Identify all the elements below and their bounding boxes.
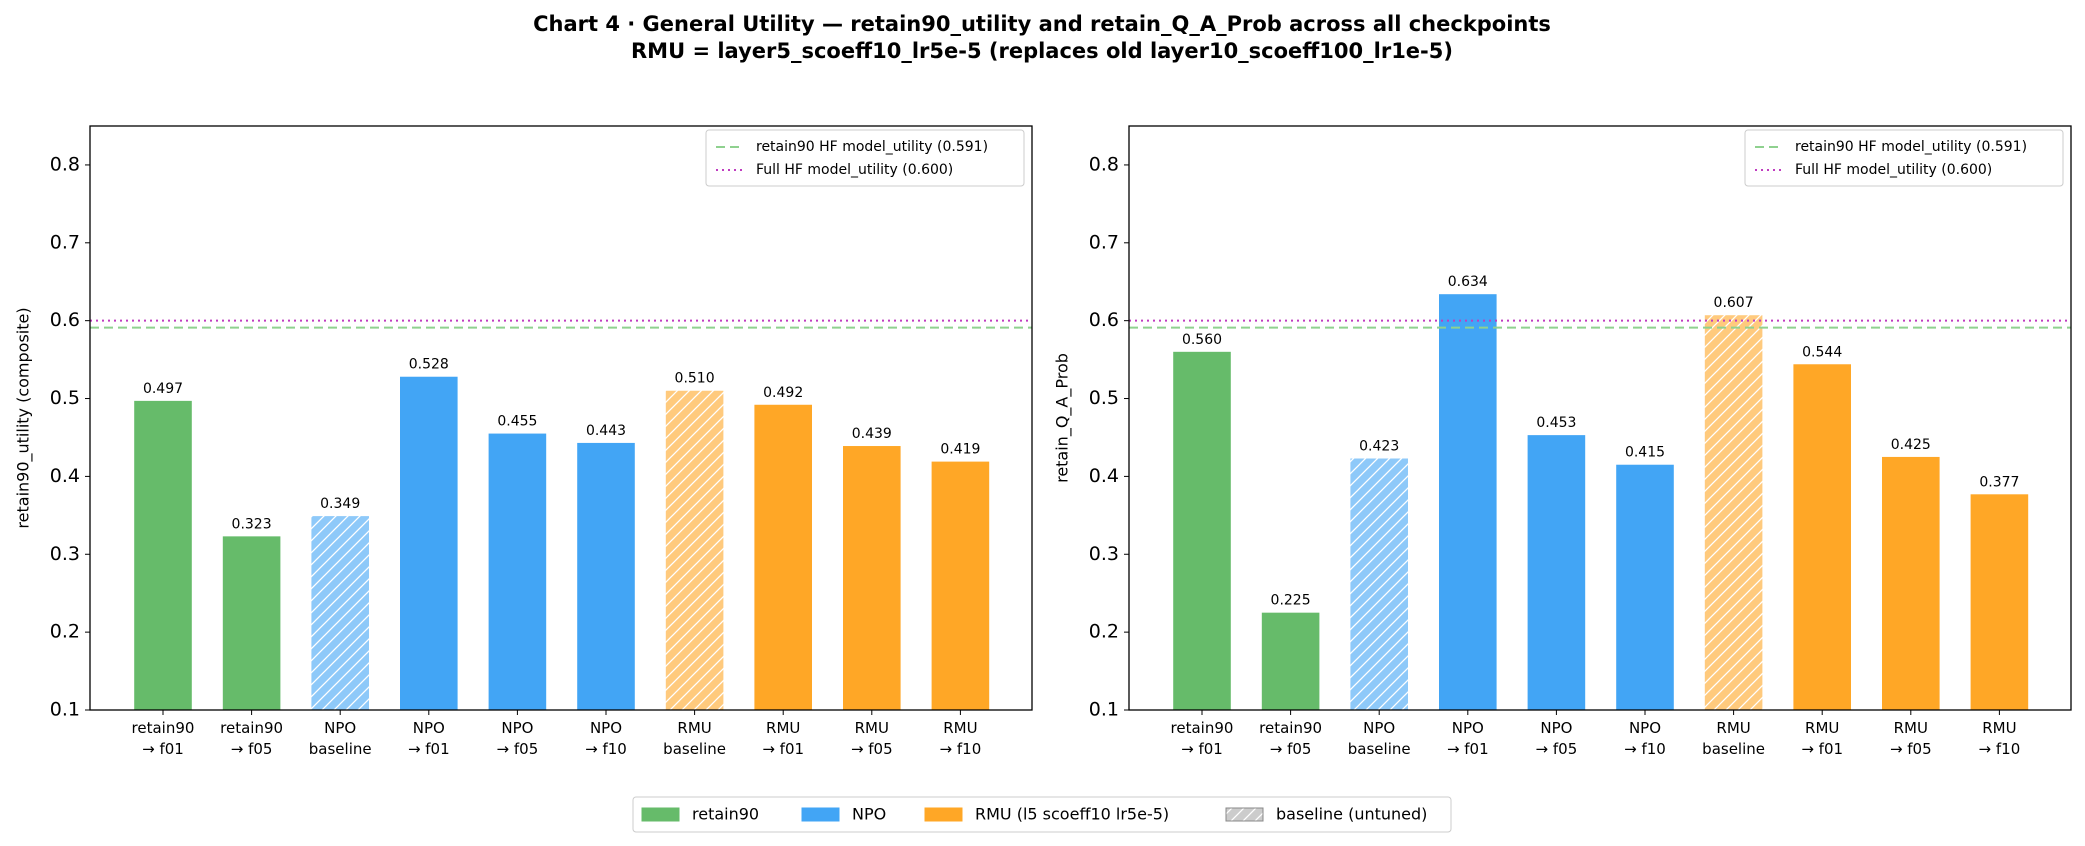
x-tick-label: retain90 → f05 xyxy=(1259,719,1323,758)
legend-label: retain90 HF model_utility (0.591) xyxy=(1795,139,2027,155)
bar xyxy=(1704,315,1763,710)
bar xyxy=(1261,612,1320,710)
legend-patch xyxy=(1225,807,1264,822)
value-label: 0.225 xyxy=(1271,593,1311,609)
legend-patch xyxy=(641,807,680,822)
x-tick-label: NPO → f01 xyxy=(407,719,450,758)
value-label: 0.634 xyxy=(1448,274,1488,290)
bar xyxy=(1527,435,1586,710)
bar xyxy=(1350,458,1408,710)
x-tick-label: RMU → f05 xyxy=(850,719,893,758)
y-tick-label: 0.5 xyxy=(50,387,80,409)
y-tick-label: 0.1 xyxy=(50,699,80,721)
legend-label: RMU (l5 scoeff10 lr5e-5) xyxy=(975,805,1169,824)
legend-label: retain90 xyxy=(692,805,759,824)
y-tick-label: 0.6 xyxy=(1089,309,1119,331)
y-tick-label: 0.8 xyxy=(1089,153,1119,175)
bar xyxy=(488,433,547,710)
bar xyxy=(134,400,192,710)
bar xyxy=(931,461,990,710)
x-tick-label: NPO baseline xyxy=(308,719,372,758)
value-label: 0.323 xyxy=(232,516,272,532)
value-label: 0.492 xyxy=(763,385,803,401)
axes-frame xyxy=(1128,125,2072,711)
legend-box xyxy=(632,796,1452,833)
x-tick-label: RMU baseline xyxy=(1702,719,1766,758)
bar xyxy=(1970,494,2029,710)
value-label: 0.425 xyxy=(1891,437,1931,453)
y-tick-label: 0.2 xyxy=(1089,621,1119,643)
legend-box xyxy=(705,129,1025,187)
x-tick-label: NPO baseline xyxy=(1347,719,1411,758)
y-tick-label: 0.3 xyxy=(50,543,80,565)
value-label: 0.423 xyxy=(1359,438,1399,454)
y-tick-label: 0.4 xyxy=(1089,465,1119,487)
bar xyxy=(1882,456,1940,710)
bar xyxy=(311,516,369,710)
y-tick-label: 0.4 xyxy=(50,465,80,487)
y-tick-label: 0.5 xyxy=(1089,387,1119,409)
value-label: 0.560 xyxy=(1182,332,1222,348)
title: Chart 4 · General Utility — retain90_uti… xyxy=(533,12,1551,36)
bar xyxy=(1173,351,1231,710)
legend-label: Full HF model_utility (0.600) xyxy=(1795,162,1992,178)
value-label: 0.415 xyxy=(1625,445,1665,461)
y-axis-label: retain90_utility (composite) xyxy=(14,307,34,528)
axes-frame xyxy=(89,125,1033,711)
x-tick-label: retain90 → f05 xyxy=(220,719,284,758)
bar xyxy=(843,446,901,710)
y-tick-label: 0.7 xyxy=(50,231,80,253)
legend-patch xyxy=(801,807,840,822)
legend-label: baseline (untuned) xyxy=(1276,805,1427,824)
x-tick-label: retain90 → f01 xyxy=(1170,719,1234,758)
y-tick-label: 0.3 xyxy=(1089,543,1119,565)
x-tick-label: NPO → f05 xyxy=(496,719,539,758)
value-label: 0.419 xyxy=(940,442,980,458)
x-tick-label: NPO → f10 xyxy=(1624,719,1666,758)
y-tick-label: 0.8 xyxy=(50,153,80,175)
bar xyxy=(400,376,458,710)
value-label: 0.497 xyxy=(143,381,183,397)
legend-label: retain90 HF model_utility (0.591) xyxy=(756,139,988,155)
x-tick-label: RMU baseline xyxy=(663,719,727,758)
value-label: 0.439 xyxy=(852,426,892,442)
x-tick-label: retain90 → f01 xyxy=(131,719,195,758)
y-tick-label: 0.7 xyxy=(1089,231,1119,253)
value-label: 0.607 xyxy=(1714,295,1754,311)
value-label: 0.528 xyxy=(409,357,449,373)
value-label: 0.510 xyxy=(675,371,715,387)
y-axis-label: retain_Q_A_Prob xyxy=(1053,353,1073,483)
x-tick-label: NPO → f01 xyxy=(1446,719,1489,758)
bar xyxy=(1793,364,1851,710)
y-tick-label: 0.2 xyxy=(50,621,80,643)
bar xyxy=(665,390,724,710)
bar xyxy=(754,404,812,710)
legend-label: Full HF model_utility (0.600) xyxy=(756,162,953,178)
value-label: 0.544 xyxy=(1802,344,1842,360)
subtitle: RMU = layer5_scoeff10_lr5e-5 (replaces o… xyxy=(631,39,1453,63)
legend-patch xyxy=(924,807,963,822)
legend-box xyxy=(1744,129,2064,187)
value-label: 0.455 xyxy=(497,414,537,430)
legend-label: NPO xyxy=(852,805,886,824)
value-label: 0.377 xyxy=(1979,474,2019,490)
x-tick-label: RMU → f10 xyxy=(939,719,982,758)
x-tick-label: NPO → f05 xyxy=(1535,719,1578,758)
bar xyxy=(222,536,281,710)
x-tick-label: RMU → f10 xyxy=(1978,719,2021,758)
x-tick-label: RMU → f01 xyxy=(762,719,805,758)
value-label: 0.453 xyxy=(1536,415,1576,431)
x-tick-label: RMU → f05 xyxy=(1889,719,1932,758)
value-label: 0.349 xyxy=(320,496,360,512)
y-tick-label: 0.6 xyxy=(50,309,80,331)
bar xyxy=(1616,464,1674,710)
y-tick-label: 0.1 xyxy=(1089,699,1119,721)
bar xyxy=(1439,294,1497,710)
x-tick-label: NPO → f10 xyxy=(585,719,627,758)
value-label: 0.443 xyxy=(586,423,626,439)
bar xyxy=(577,442,635,710)
x-tick-label: RMU → f01 xyxy=(1801,719,1844,758)
